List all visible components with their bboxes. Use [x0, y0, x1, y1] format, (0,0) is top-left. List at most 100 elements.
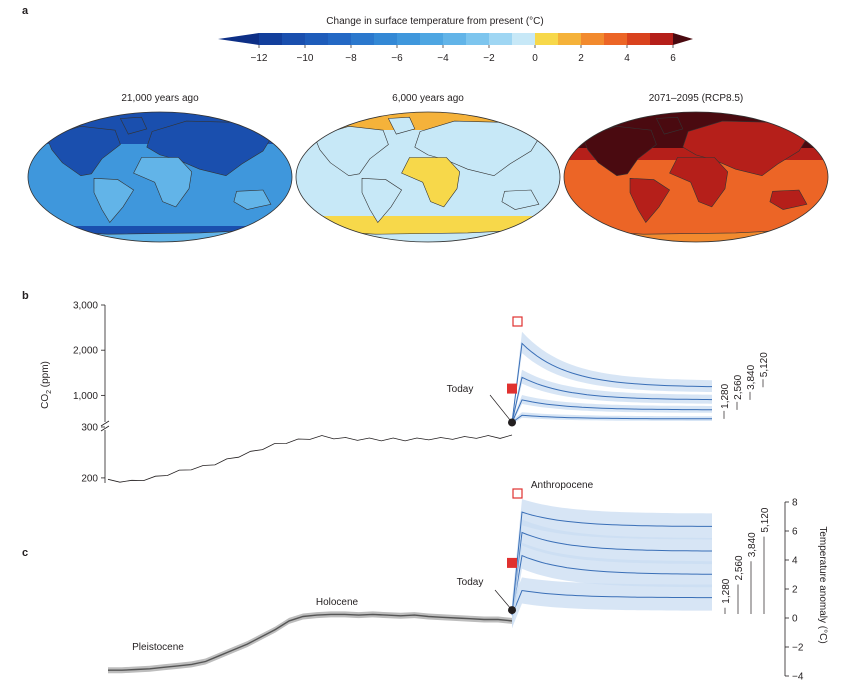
colorbar-tick-label: 2: [578, 53, 584, 64]
panel-c-scenario-series: [511, 589, 712, 616]
map-continent: [46, 125, 121, 177]
world-map: [564, 112, 828, 242]
panel-c-pleistocene-label: Pleistocene: [132, 642, 184, 653]
panel-b-scenario-label: 2,560: [733, 374, 744, 399]
panel-c-temperature-chart: Temperature anomaly (°C) −4 −2 0 2 4 6 8 1,2802…: [108, 480, 828, 683]
panel-b-scenario-band: [512, 395, 712, 425]
panel-b-co2-chart: CO2 (ppm) 1,000 2,000 3,000 200 300 1,280 2,56…: [40, 301, 770, 485]
map-continent: [119, 116, 148, 135]
panel-c-y-axis-label: Temperature anomaly (°C): [817, 526, 828, 643]
map-polar-warm-region: [296, 112, 560, 130]
panel-c-today-label: Today: [457, 577, 484, 588]
colorbar-tick-label: 4: [624, 53, 630, 64]
colorbar-bin: [489, 33, 513, 45]
colorbar-bin: [627, 33, 651, 45]
panel-c-holocene-label: Holocene: [316, 597, 359, 608]
colorbar-bin: [259, 33, 283, 45]
map-title-lgm: 21,000 years ago: [121, 93, 199, 104]
panel-b-y-tick-label: 200: [81, 473, 98, 484]
colorbar-tick-label: −12: [251, 53, 268, 64]
map-outline: [563, 111, 829, 243]
panel-c-scenario-band: [512, 519, 712, 629]
colorbar-bin: [650, 33, 674, 45]
colorbar-bin: [512, 33, 536, 45]
colorbar-bin: [351, 33, 375, 45]
panel-c-scenario-band: [512, 542, 712, 629]
panel-letter-c: c: [22, 547, 28, 559]
panel-c-scenario-label: 1,280: [721, 578, 732, 603]
colorbar-bin: [282, 33, 306, 45]
panel-letter-a: a: [22, 5, 29, 17]
map-continent: [401, 157, 461, 208]
map-continent: [387, 116, 416, 135]
panel-b-scenario-series: [511, 342, 712, 423]
colorbar-tick-label: −4: [437, 53, 449, 64]
panel-c-scenario-band: [512, 499, 712, 629]
panel-b-scenario-label: 3,840: [746, 364, 757, 389]
panel-b-filled-square-marker: [507, 383, 517, 394]
panel-b-y-tick-label: 300: [81, 423, 98, 434]
panel-b-scenario-band: [512, 331, 712, 425]
panel-c-scenario-series: [511, 554, 712, 616]
map-outline: [27, 111, 293, 243]
panel-c-scenario-series: [511, 531, 712, 616]
panel-c-anthropocene-label: Anthropocene: [531, 480, 594, 491]
panel-c-scenario-label: 3,840: [747, 532, 758, 557]
colorbar-tick-label: −10: [297, 53, 314, 64]
panel-b-scenario-series: [511, 414, 712, 423]
panel-c-scenario-label: 5,120: [760, 507, 771, 532]
map-continent: [655, 116, 684, 135]
panel-b-scenario-series: [511, 399, 712, 423]
colorbar-bin: [466, 33, 490, 45]
panel-c-today-marker: [508, 606, 516, 615]
map-continent: [669, 157, 729, 208]
panel-b-scenario-label: 1,280: [720, 383, 731, 408]
panel-c-open-square-marker: [512, 488, 523, 499]
map-continent: [769, 189, 808, 210]
panel-c-y-tick-label: 0: [792, 614, 798, 625]
colorbar-title: Change in surface temperature from prese…: [326, 16, 543, 27]
colorbar-bin: [328, 33, 352, 45]
map-title-future: 2071–2095 (RCP8.5): [649, 93, 744, 104]
panel-b-scenario-series: [511, 376, 713, 423]
panel-c-y-tick-label: 8: [792, 498, 798, 509]
map-continent: [233, 189, 272, 210]
colorbar-tick-label: −2: [483, 53, 495, 64]
map-outline: [295, 111, 561, 243]
panel-b-y-tick-label: 1,000: [73, 391, 98, 402]
panel-c-y-tick-label: −2: [792, 643, 804, 654]
panel-c-y-tick-label: −4: [792, 672, 804, 683]
panel-letter-b: b: [22, 290, 29, 302]
colorbar-bin: [397, 33, 421, 45]
colorbar-bin: [558, 33, 582, 45]
panel-b-today-label: Today: [447, 384, 474, 395]
panel-b-history-series: [107, 434, 513, 483]
colorbar-bin: [374, 33, 398, 45]
map-continent: [93, 177, 135, 224]
colorbar-tick-label: 0: [532, 53, 538, 64]
panel-b-open-square-marker: [512, 316, 523, 327]
colorbar-bin: [535, 33, 559, 45]
panel-b-today-marker: [508, 418, 516, 427]
panel-c-scenario-label: 2,560: [734, 555, 745, 580]
colorbar-bin: [218, 33, 259, 45]
colorbar-bin: [604, 33, 628, 45]
world-map: [296, 112, 560, 242]
colorbar-tick-label: 6: [670, 53, 676, 64]
maps: 21,000 years ago 6,000 years ago 2071–20…: [27, 93, 829, 243]
panel-c-history-series: [108, 613, 513, 671]
panel-c-scenario-series: [511, 511, 712, 616]
colorbar-bin: [581, 33, 605, 45]
colorbar-bin: [673, 33, 693, 45]
panel-b-axis-break: [100, 420, 110, 432]
colorbar-bin: [420, 33, 444, 45]
colorbar-tick-label: −6: [391, 53, 403, 64]
map-continent: [629, 177, 671, 224]
panel-b-y-axis-label: CO2 (ppm): [40, 361, 53, 409]
map-continent: [361, 177, 403, 224]
map-continent: [133, 157, 193, 208]
colorbar-bin: [443, 33, 467, 45]
panel-c-filled-square-marker: [507, 557, 517, 568]
panel-b-today-leader: [489, 394, 513, 423]
